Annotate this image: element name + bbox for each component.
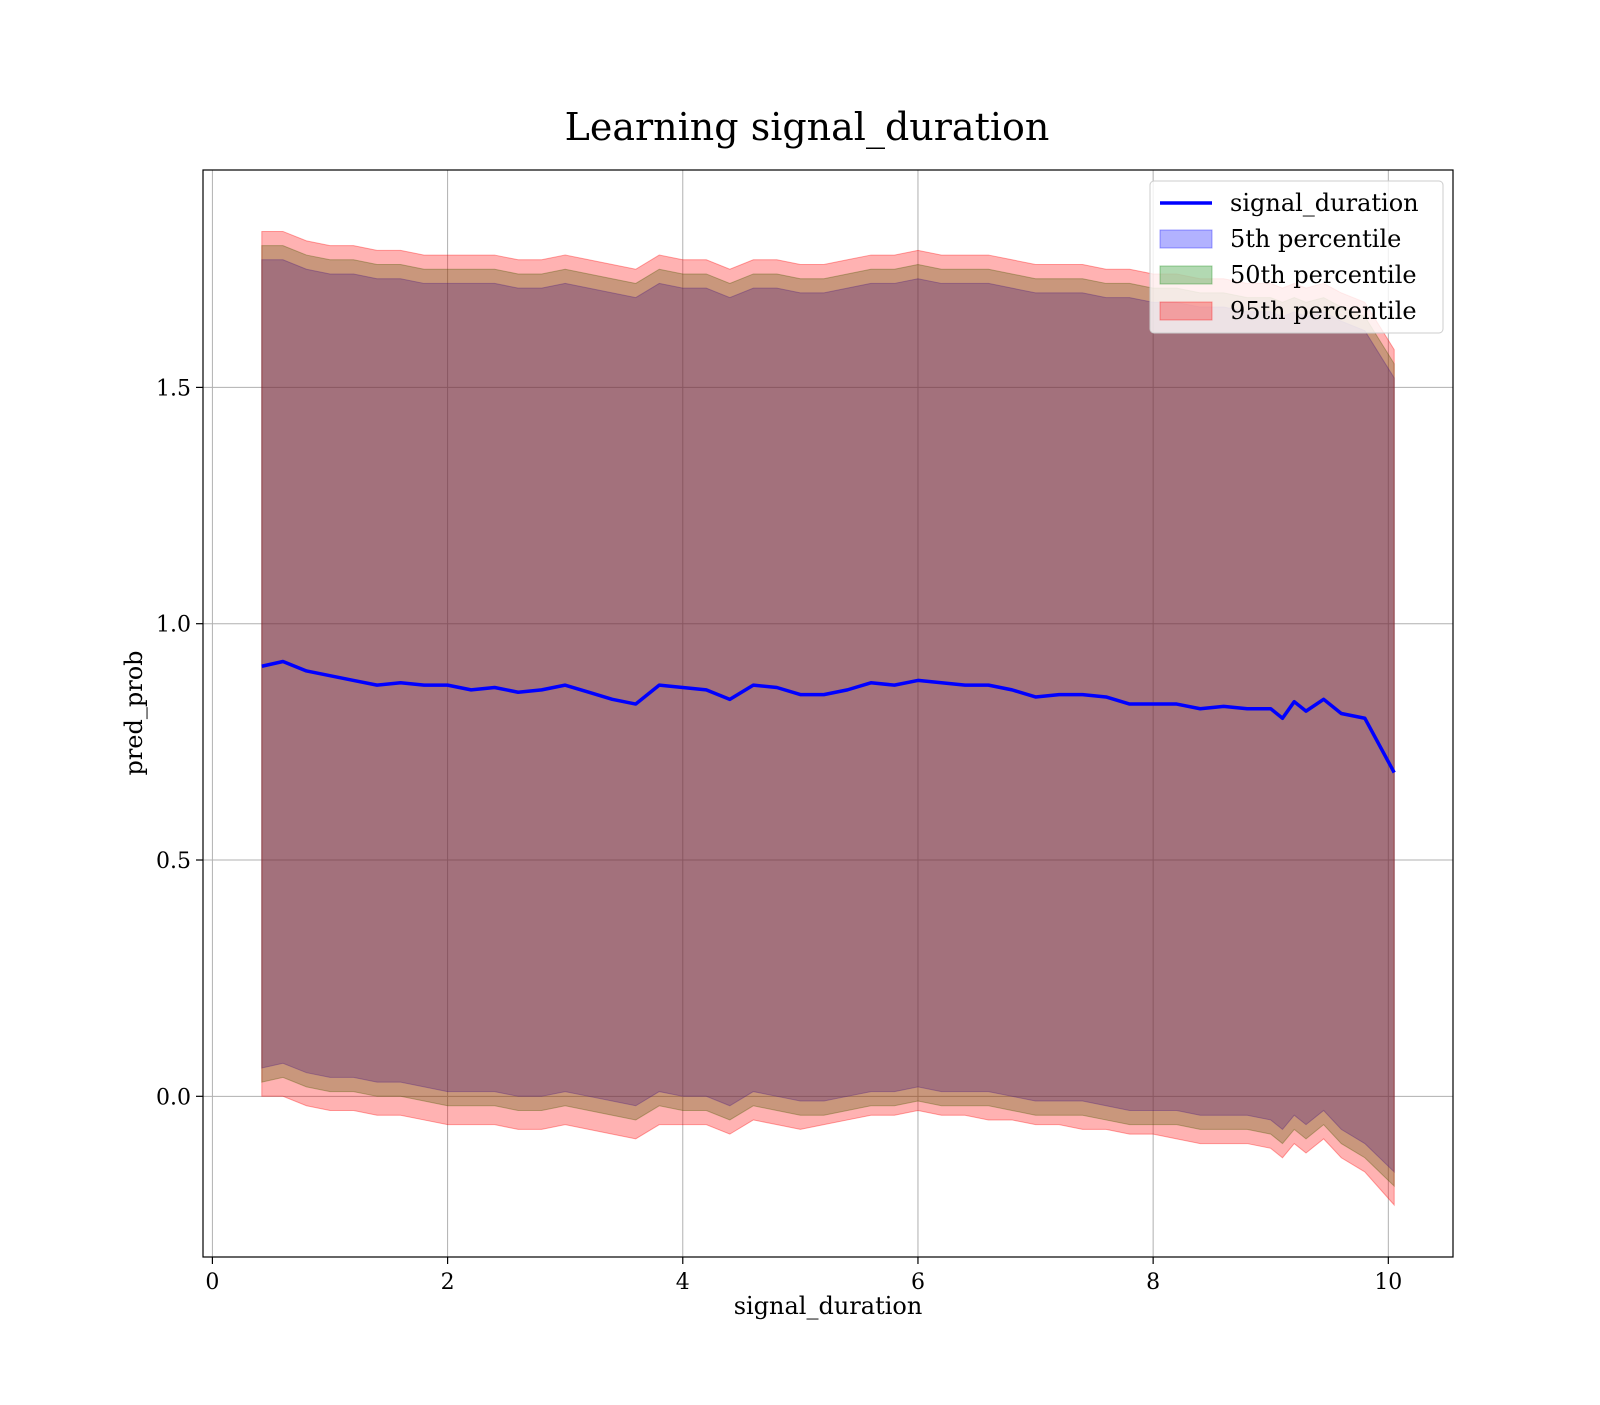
x-tick-label: 8 xyxy=(1146,1270,1160,1295)
legend-label: 95th percentile xyxy=(1230,297,1417,325)
x-tick-label: 4 xyxy=(676,1270,690,1295)
grid-lines xyxy=(203,170,1453,1257)
series-line-signal-duration xyxy=(261,659,1396,774)
x-tick-label: 0 xyxy=(205,1270,219,1295)
plot-frame xyxy=(202,169,1454,1258)
x-axis-label: signal_duration xyxy=(734,1292,923,1320)
series-lines xyxy=(261,659,1396,774)
percentile-bands xyxy=(261,230,1395,1207)
x-tick-label: 10 xyxy=(1374,1270,1402,1295)
y-tick-label: 1.5 xyxy=(156,376,191,401)
legend-patch-swatch xyxy=(1159,229,1213,249)
band-95th-percentile xyxy=(261,230,1395,1207)
band-50th-percentile xyxy=(261,245,1395,1188)
legend-label: signal_duration xyxy=(1230,189,1419,217)
legend-label: 50th percentile xyxy=(1230,261,1417,289)
legend-patch-swatch xyxy=(1159,301,1213,321)
y-tick-label: 0.5 xyxy=(156,849,191,874)
y-axis-label: pred_prob xyxy=(120,650,148,775)
y-axis-ticks: 0.0 0.5 1.0 1.5 xyxy=(156,376,203,1110)
x-axis-ticks: 0 2 4 6 8 10 xyxy=(205,1257,1402,1295)
legend-box xyxy=(1149,180,1444,334)
y-tick-label: 0.0 xyxy=(156,1085,191,1110)
legend-patch-swatch xyxy=(1159,265,1213,285)
chart-title: Learning signal_duration xyxy=(565,105,1050,150)
y-tick-label: 1.0 xyxy=(156,613,191,638)
legend: signal_duration 5th percentile 50th percen… xyxy=(1149,180,1444,334)
x-tick-label: 6 xyxy=(911,1270,925,1295)
band-5th-percentile xyxy=(261,259,1395,1174)
x-tick-label: 2 xyxy=(441,1270,455,1295)
legend-label: 5th percentile xyxy=(1230,225,1401,253)
